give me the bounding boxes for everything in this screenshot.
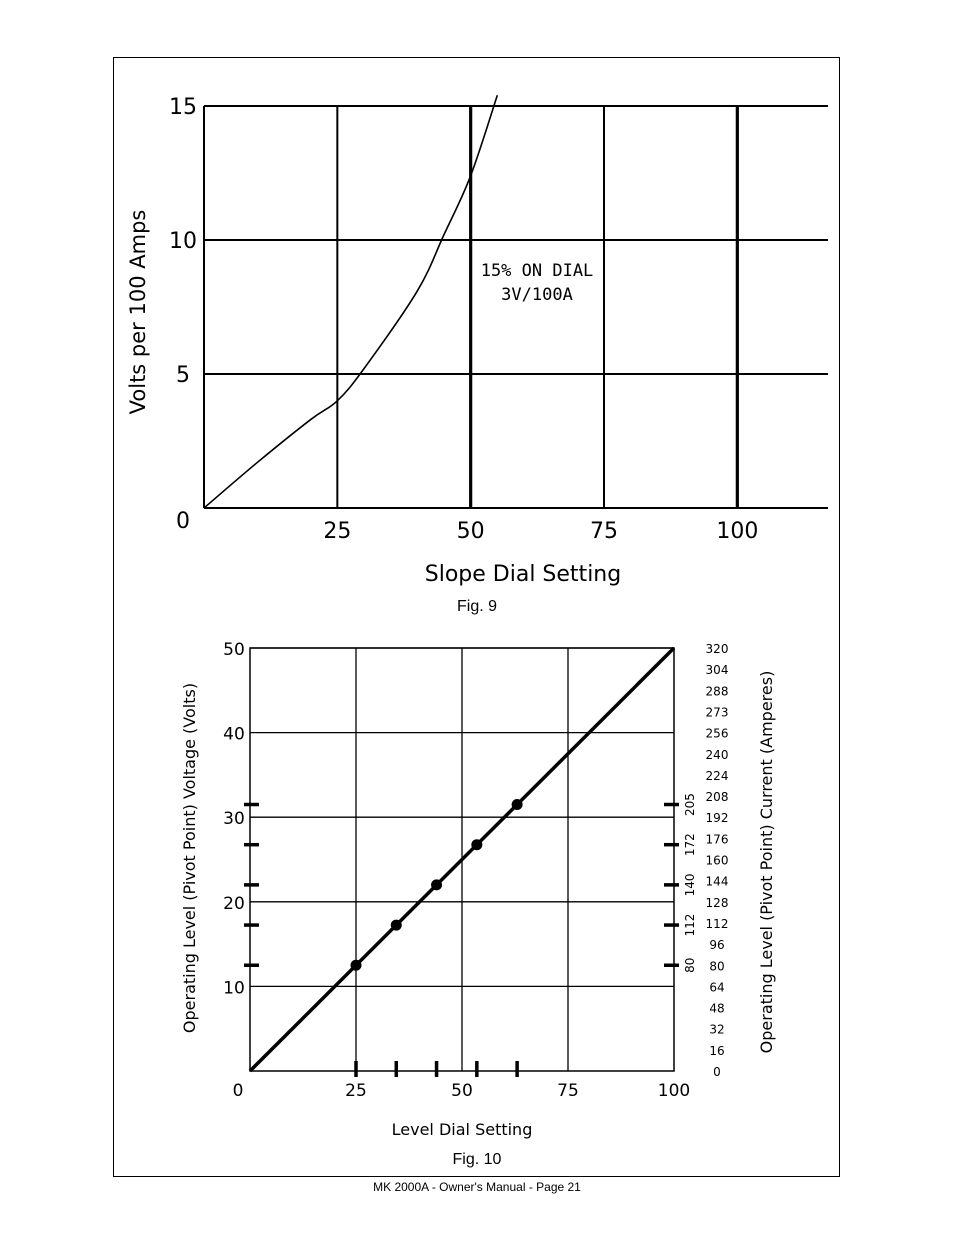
fig10-marker-ticks: 80 112 140 172 205 xyxy=(244,793,697,1077)
fig9-y-tick-label: 15 xyxy=(169,95,197,120)
fig9-caption: Fig. 9 xyxy=(457,598,497,615)
fig10-right-tick-label: 96 xyxy=(709,938,724,952)
fig10-right-tick-label: 288 xyxy=(706,684,729,698)
fig10-y-tick-label: 40 xyxy=(223,725,245,745)
fig9-grid xyxy=(203,105,828,509)
fig10-data-point xyxy=(431,879,443,891)
fig10-right-tick-label: 144 xyxy=(706,875,729,889)
fig10-x-tick-label: 75 xyxy=(557,1081,579,1101)
fig9-y-tick-label: 0 xyxy=(176,509,190,534)
fig9-x-tick-label: 100 xyxy=(716,519,758,544)
fig10-right-tick-label: 320 xyxy=(706,642,729,656)
fig10-right-axis-labels: 0 16 32 48 64 80 96 112 128 144 160 176 192 208 224 240… xyxy=(706,642,729,1079)
fig10-y-tick-label: 30 xyxy=(223,809,245,829)
fig10-right-marker-label: 112 xyxy=(683,914,697,937)
fig10-data-point xyxy=(390,919,402,931)
fig10-x-tick-label: 25 xyxy=(345,1081,367,1101)
fig10-data-point xyxy=(511,799,523,811)
fig10-y-axis-title: Operating Level (Pivot Point) Voltage (V… xyxy=(180,683,199,1033)
fig10-right-tick-label: 273 xyxy=(706,705,729,719)
fig10-right-tick-label: 80 xyxy=(709,959,724,973)
fig10-x-axis-title: Level Dial Setting xyxy=(392,1120,533,1139)
fig10-data-point xyxy=(350,959,362,971)
fig10-right-tick-label: 48 xyxy=(709,1002,724,1016)
fig10-right-tick-label: 256 xyxy=(706,727,729,741)
fig10-right-marker-label: 205 xyxy=(683,793,697,816)
fig10-right-tick-label: 128 xyxy=(706,896,729,910)
fig10-data-point xyxy=(471,839,483,851)
fig9-y-axis-title: Volts per 100 Amps xyxy=(126,210,150,415)
fig10-data-points xyxy=(350,799,523,971)
fig9-annotation-line2: 3V/100A xyxy=(501,285,573,305)
fig9-x-tick-label: 25 xyxy=(323,519,351,544)
fig10-x-tick-label: 0 xyxy=(233,1081,244,1101)
fig10-right-axis-title: Operating Level (Pivot Point) Current (A… xyxy=(757,671,776,1054)
page-footer: MK 2000A - Owner's Manual - Page 21 xyxy=(373,1180,581,1194)
fig9-tick-labels: 25 50 75 100 0 5 10 15 xyxy=(169,95,758,544)
fig10-right-tick-label: 192 xyxy=(706,811,729,825)
fig10-caption: Fig. 10 xyxy=(453,1151,502,1168)
fig9-x-axis-title: Slope Dial Setting xyxy=(425,562,621,587)
fig10-x-tick-label: 100 xyxy=(658,1081,690,1101)
fig10-tick-labels: 0 25 50 75 100 10 20 30 40 50 xyxy=(223,640,690,1101)
fig10-right-tick-label: 224 xyxy=(706,769,729,783)
fig10-right-marker-label: 140 xyxy=(683,873,697,896)
fig10-y-tick-label: 20 xyxy=(223,894,245,914)
fig9-chart: 25 50 75 100 0 5 10 15 15% ON DIAL 3V/100A Volt… xyxy=(126,95,828,615)
fig10-right-tick-label: 0 xyxy=(713,1065,721,1079)
fig10-right-tick-label: 16 xyxy=(709,1044,724,1058)
fig10-right-tick-label: 240 xyxy=(706,748,729,762)
fig10-right-tick-label: 32 xyxy=(709,1023,724,1037)
fig10-right-marker-label: 172 xyxy=(683,833,697,856)
fig10-right-tick-label: 176 xyxy=(706,832,729,846)
fig9-annotation-line1: 15% ON DIAL xyxy=(481,261,594,281)
fig10-right-tick-label: 208 xyxy=(706,790,729,804)
fig10-y-tick-label: 50 xyxy=(223,640,245,660)
fig9-y-tick-label: 5 xyxy=(176,363,190,388)
fig10-right-tick-label: 112 xyxy=(706,917,729,931)
fig9-curve xyxy=(203,95,499,509)
fig10-right-tick-label: 64 xyxy=(709,980,724,994)
fig10-right-marker-label: 80 xyxy=(683,958,697,973)
fig9-x-tick-label: 50 xyxy=(457,519,485,544)
fig10-y-tick-label: 10 xyxy=(223,978,245,998)
fig9-y-tick-label: 10 xyxy=(169,229,197,254)
fig9-x-tick-label: 75 xyxy=(590,519,618,544)
page-frame xyxy=(113,57,840,1177)
fig10-series-line xyxy=(248,646,676,1073)
fig10-chart: 0 25 50 75 100 10 20 30 40 50 0 16 32 48 64 80 96 112 128… xyxy=(180,640,776,1168)
fig10-right-tick-label: 160 xyxy=(706,854,729,868)
fig10-right-tick-label: 304 xyxy=(706,663,729,677)
fig10-x-tick-label: 50 xyxy=(451,1081,473,1101)
